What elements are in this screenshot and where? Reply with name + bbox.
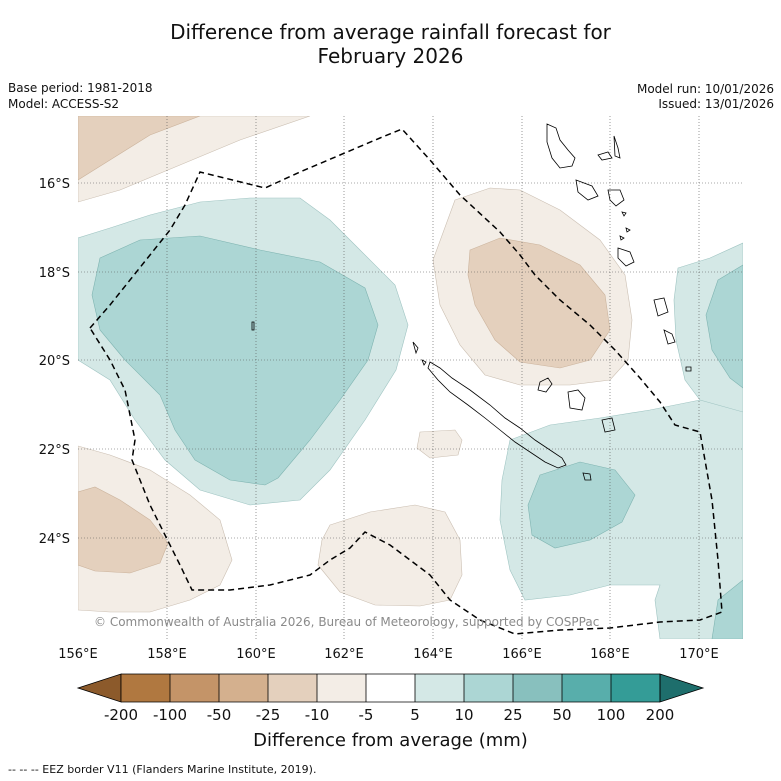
colorbar-segment bbox=[611, 674, 660, 702]
chesterfield-islands-coastline bbox=[251, 321, 255, 331]
lon-tick-label: 168°E bbox=[590, 647, 630, 662]
lat-tick-label: 16°S bbox=[39, 177, 70, 192]
lon-tick-label: 162°E bbox=[324, 647, 364, 662]
colorbar-label: 200 bbox=[646, 706, 675, 724]
lat-tick-label: 20°S bbox=[39, 354, 70, 369]
colorbar-segment bbox=[219, 674, 268, 702]
lon-tick-label: 160°E bbox=[236, 647, 276, 662]
colorbar-label: -200 bbox=[104, 706, 138, 724]
colorbar-segment bbox=[562, 674, 611, 702]
lat-axis-ticks: 16°S 18°S 20°S 22°S 24°S bbox=[39, 177, 70, 547]
colorbar-label: -5 bbox=[359, 706, 374, 724]
dry-anomaly-regions bbox=[78, 116, 633, 613]
colorbar-extend-high bbox=[659, 673, 705, 703]
colorbar: -200 -100 -50 -25 -10 -5 5 10 25 50 100 … bbox=[76, 673, 705, 724]
model-name: Model: ACCESS-S2 bbox=[8, 97, 120, 111]
lat-tick-label: 18°S bbox=[39, 266, 70, 281]
eez-border bbox=[89, 128, 723, 635]
wet-region-east-inner bbox=[705, 264, 743, 389]
colorbar-label: 25 bbox=[503, 706, 522, 724]
loyalty-islands-coastline bbox=[537, 377, 616, 433]
colorbar-segment bbox=[366, 674, 415, 702]
colorbar-label: 100 bbox=[597, 706, 626, 724]
small-islands-north-chain bbox=[412, 211, 631, 366]
coastlines bbox=[251, 123, 692, 481]
lat-tick-label: 24°S bbox=[39, 532, 70, 547]
colorbar-segment bbox=[268, 674, 317, 702]
colorbar-segment bbox=[513, 674, 562, 702]
copyright-credit: © Commonwealth of Australia 2026, Bureau… bbox=[94, 615, 599, 629]
colorbar-label: -10 bbox=[305, 706, 330, 724]
lat-tick-label: 22°S bbox=[39, 443, 70, 458]
lon-tick-label: 156°E bbox=[58, 647, 98, 662]
wet-region-west-inner bbox=[91, 235, 379, 486]
dry-region-southwest-inner bbox=[78, 486, 169, 574]
title-line-1: Difference from average rainfall forecas… bbox=[170, 20, 611, 44]
colorbar-segment bbox=[170, 674, 219, 702]
gridlines bbox=[78, 116, 743, 639]
base-period: Base period: 1981-2018 bbox=[8, 81, 153, 95]
colorbar-label: 10 bbox=[454, 706, 473, 724]
wet-region-southeast-inner bbox=[527, 461, 636, 549]
wet-anomaly-regions bbox=[78, 197, 743, 639]
dry-region-northwest-inner bbox=[78, 116, 201, 181]
colorbar-segment bbox=[121, 674, 170, 702]
wet-region-far-southeast-inner bbox=[711, 579, 743, 639]
colorbar-extend-low bbox=[76, 673, 122, 703]
colorbar-label: -25 bbox=[256, 706, 281, 724]
colorbar-label: 50 bbox=[552, 706, 571, 724]
lon-tick-label: 158°E bbox=[147, 647, 187, 662]
model-run: Model run: 10/01/2026 bbox=[636, 82, 774, 96]
lon-axis-ticks: 156°E 158°E 160°E 162°E 164°E 166°E 168°… bbox=[58, 647, 719, 662]
dry-region-east-inner bbox=[467, 237, 611, 369]
title-line-2: February 2026 bbox=[317, 44, 464, 68]
isle-of-pines-coastline bbox=[582, 472, 592, 481]
colorbar-segment bbox=[415, 674, 464, 702]
colorbar-label: -100 bbox=[153, 706, 187, 724]
colorbar-label: 5 bbox=[410, 706, 420, 724]
eez-footnote: -- -- -- EEZ border V11 (Flanders Marine… bbox=[8, 763, 317, 776]
dry-region-small-center bbox=[416, 429, 463, 459]
map-area: © Commonwealth of Australia 2026, Bureau… bbox=[78, 116, 743, 639]
colorbar-title: Difference from average (mm) bbox=[253, 730, 528, 751]
issued-date: Issued: 13/01/2026 bbox=[658, 97, 774, 111]
lon-tick-label: 164°E bbox=[413, 647, 453, 662]
colorbar-label: -50 bbox=[207, 706, 232, 724]
colorbar-segment bbox=[317, 674, 366, 702]
lon-tick-label: 166°E bbox=[502, 647, 542, 662]
new-caledonia-coastline bbox=[427, 361, 567, 469]
lon-tick-label: 170°E bbox=[679, 647, 719, 662]
small-island-east bbox=[685, 366, 692, 372]
colorbar-segment bbox=[464, 674, 513, 702]
vanuatu-coastline bbox=[546, 123, 676, 345]
